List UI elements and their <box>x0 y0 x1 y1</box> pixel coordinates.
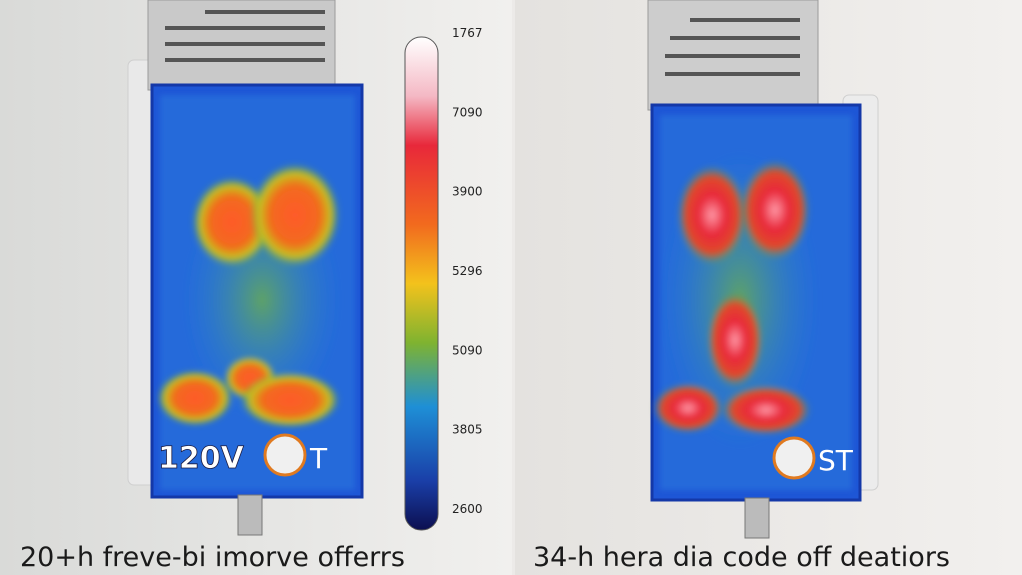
logo <box>263 433 307 477</box>
scale-label: 3900 <box>452 185 483 199</box>
scale-label: 1767 <box>452 26 483 40</box>
caption: 20+h freve-bi imorve offerrs <box>20 542 405 573</box>
scale-labels: 1767 7090 3900 5296 5090 3805 2600 <box>452 26 483 516</box>
caption: 34-h hera dia code off deatiors <box>533 542 950 573</box>
logo-text: T <box>309 442 328 475</box>
scale-label: 5090 <box>452 343 483 357</box>
badge-text: 120V <box>158 441 245 476</box>
hot-spots <box>157 163 342 428</box>
scale-label: 3805 <box>452 423 483 437</box>
scale-label: 7090 <box>452 105 483 119</box>
grille-slots <box>665 18 800 76</box>
hot-spots <box>653 150 820 450</box>
valve <box>237 494 263 536</box>
grille-slots <box>165 10 325 62</box>
valve <box>744 497 770 539</box>
scale-label: 2600 <box>452 502 483 516</box>
color-scale <box>404 36 439 531</box>
scale-label: 5296 <box>452 264 483 278</box>
logo <box>772 436 816 480</box>
logo-text: ST <box>818 444 854 477</box>
